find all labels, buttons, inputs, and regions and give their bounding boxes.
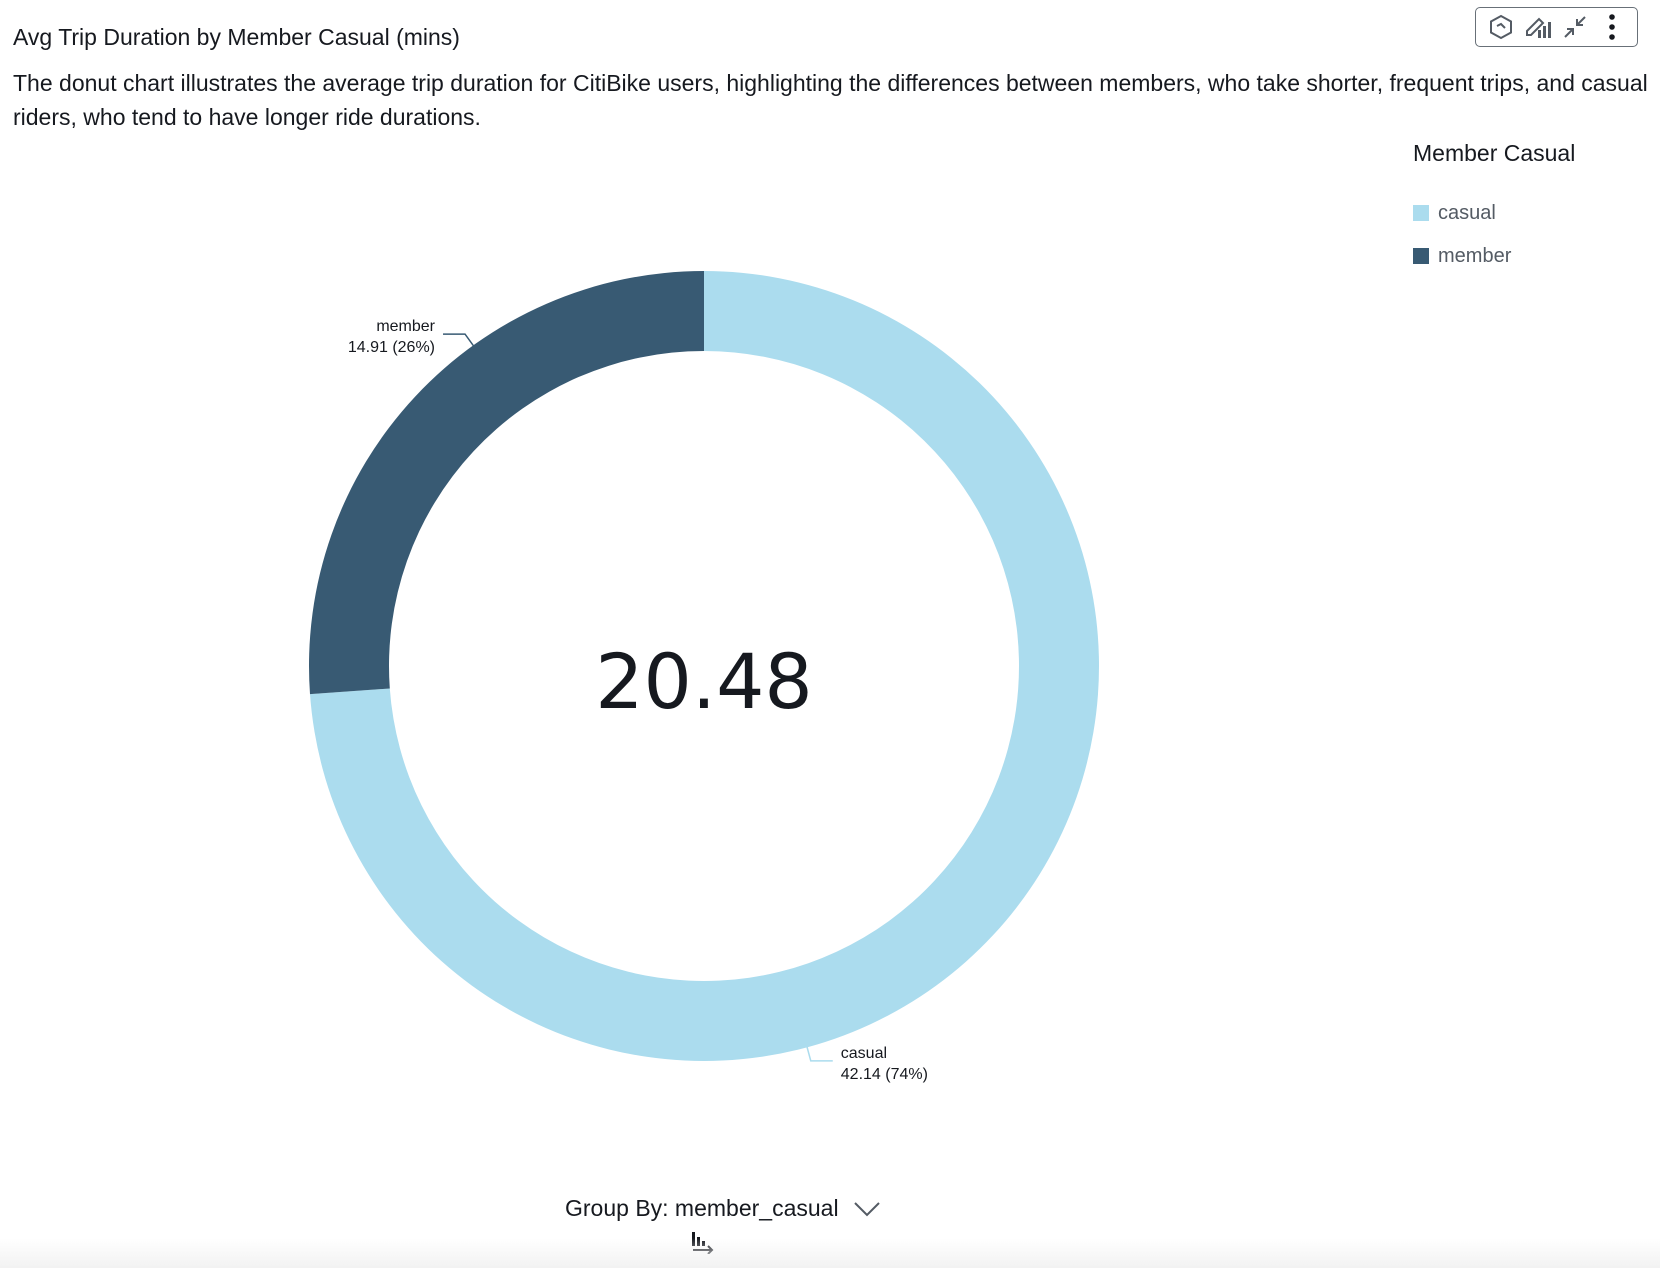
visual-subtitle: The donut chart illustrates the average … [13,70,1648,130]
group-by-label: Group By: member_casual [565,1195,839,1221]
collapse-icon [1564,16,1586,38]
donut-slice-member[interactable] [308,271,704,695]
legend-swatch-member [1413,248,1429,264]
edit-visual-button[interactable] [1523,12,1553,42]
legend-title: Member Casual [1413,140,1576,166]
donut-chart: casual 42.14 (74%) member 14.91 (26%) 20.48 [308,271,1099,1083]
data-label-name-member: member [376,318,435,335]
visual-title: Avg Trip Duration by Member Casual (mins… [13,24,460,50]
more-options-button[interactable] [1597,12,1627,42]
bottom-fade [0,1238,1660,1268]
chart-legend: Member Casual casual member [1413,140,1633,285]
leader-line-member [443,333,475,348]
legend-swatch-casual [1413,205,1429,221]
data-label-value-casual: 42.14 (74%) [841,1066,928,1083]
data-label-name-casual: casual [841,1045,887,1062]
edit-chart-icon [1525,17,1551,38]
collapse-button[interactable] [1560,12,1590,42]
data-label-value-member: 14.91 (26%) [348,339,435,356]
insight-hexagon-icon [1489,14,1512,40]
donut-center-value: 20.48 [595,637,813,726]
chevron-down-icon [853,1201,881,1217]
legend-item-casual[interactable]: casual [1413,199,1633,227]
legend-label-member: member [1438,244,1512,267]
insight-button[interactable] [1486,12,1516,42]
leader-line-casual [805,1045,833,1062]
legend-label-casual: casual [1438,201,1496,224]
visual-toolbar [1475,7,1638,47]
more-options-icon [1609,14,1616,40]
legend-item-member[interactable]: member [1413,242,1633,270]
group-by-dropdown[interactable]: Group By: member_casual [565,1195,881,1222]
